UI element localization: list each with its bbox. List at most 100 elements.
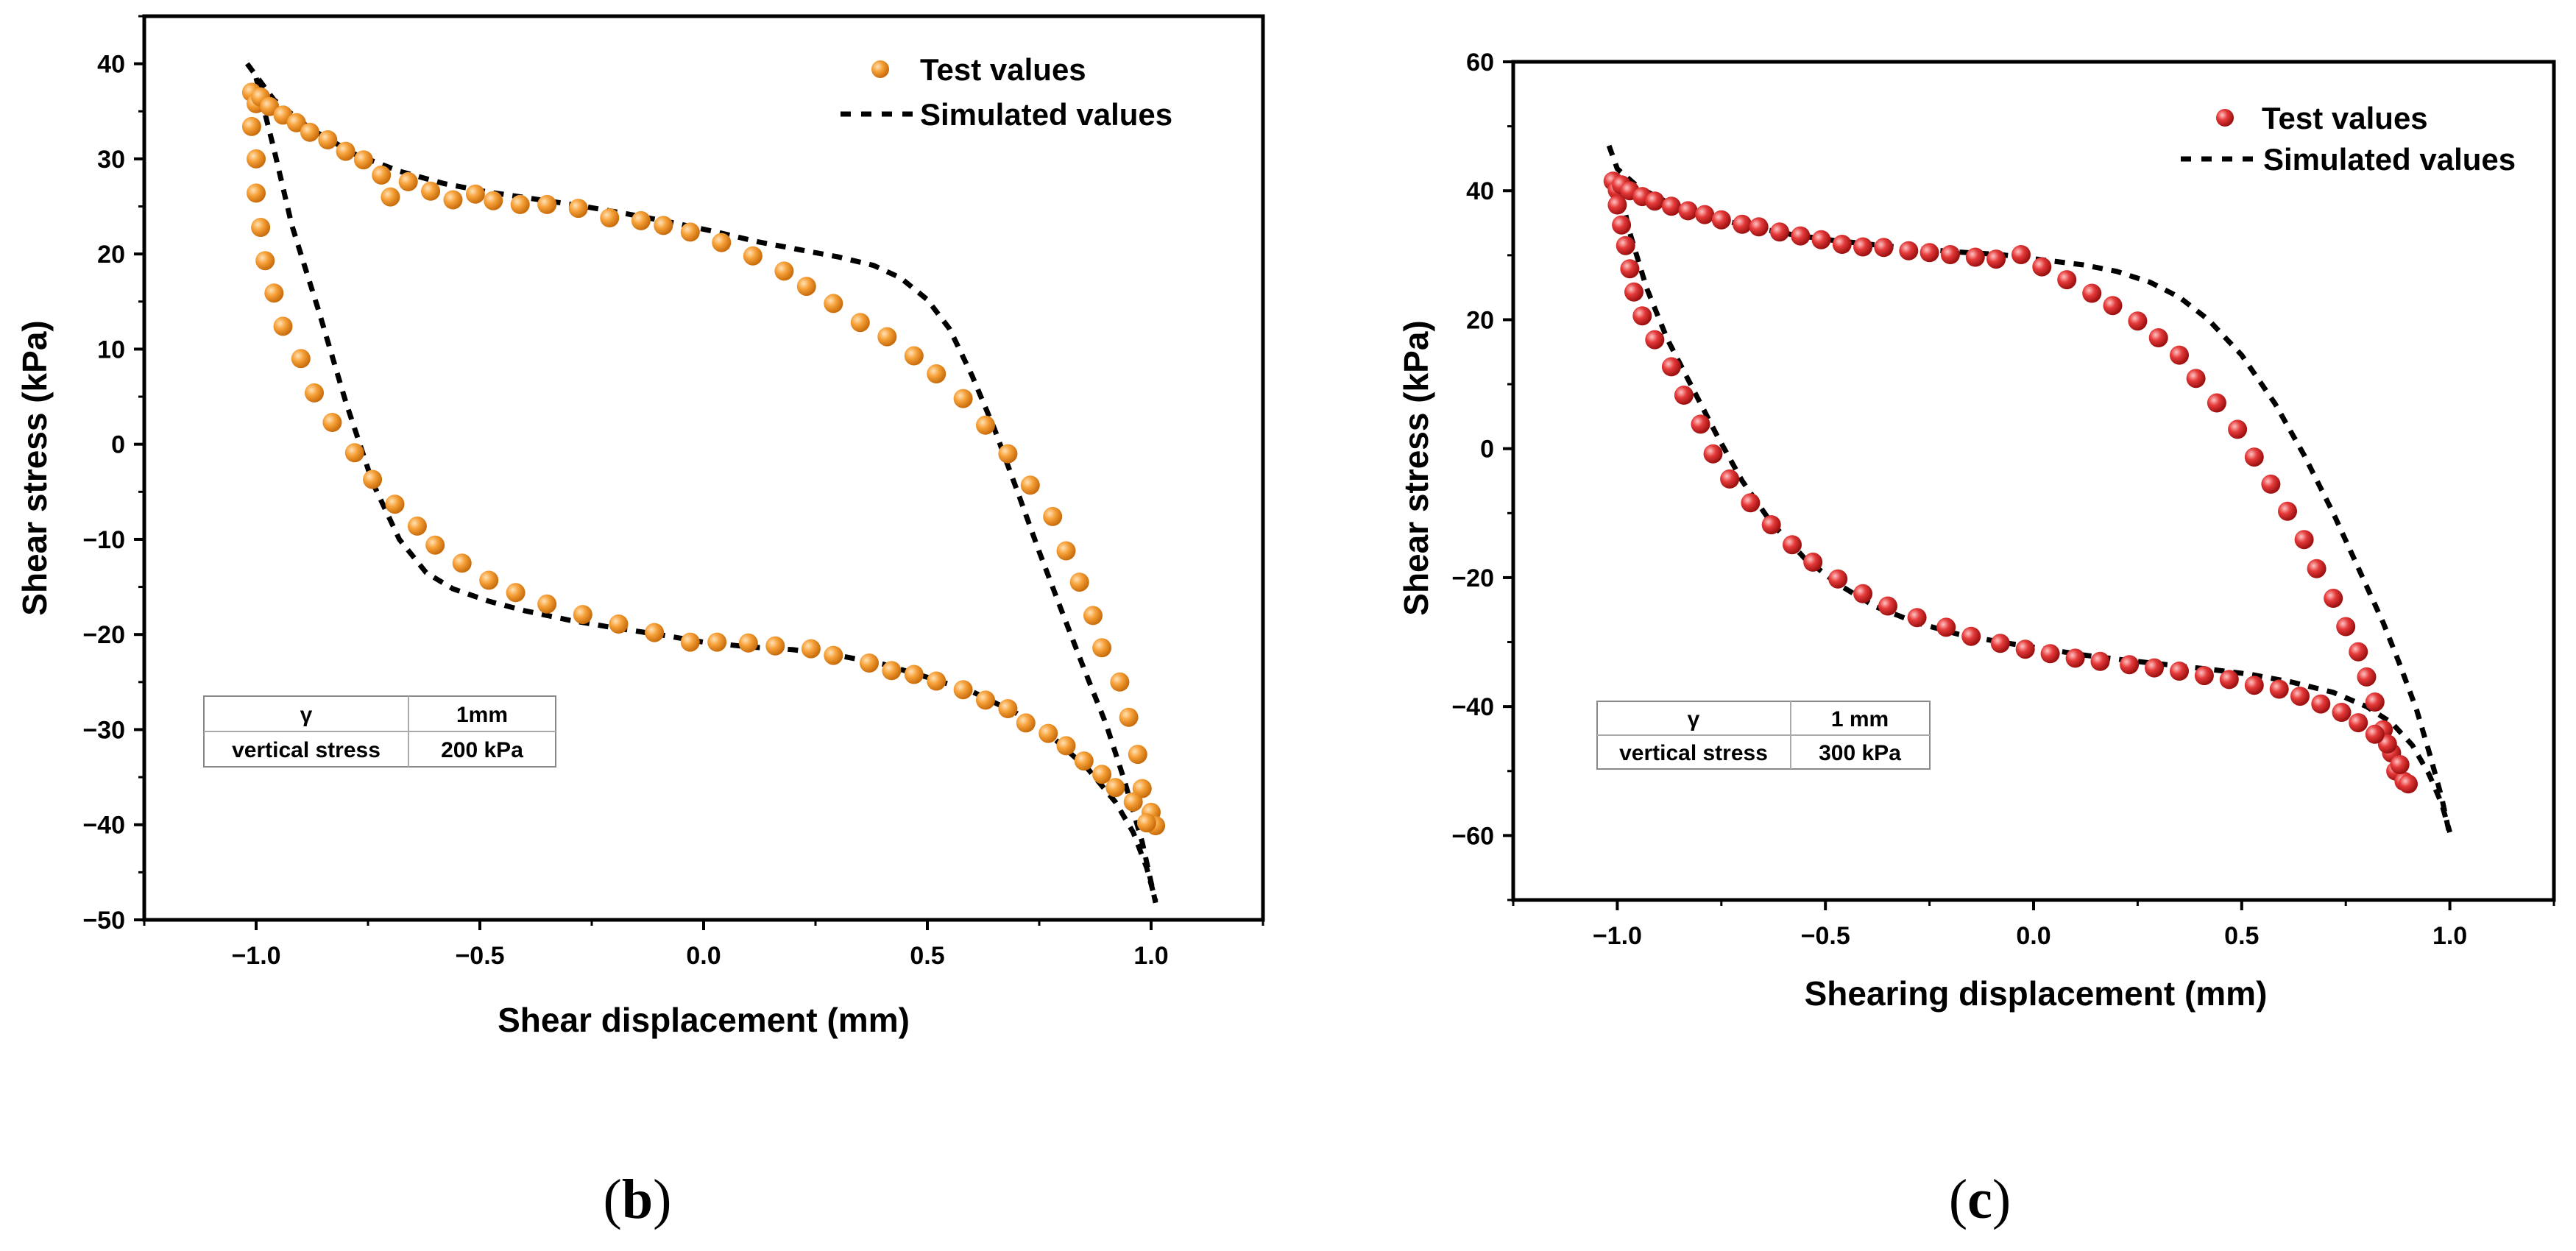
test-point-b — [1020, 475, 1040, 495]
legend-c: Test values Simulated values — [2181, 101, 2516, 177]
test-point-b — [707, 632, 727, 652]
test-point-b — [241, 116, 261, 136]
table-cell-gamma-c: γ — [1688, 707, 1700, 731]
test-point-b — [680, 222, 700, 242]
test-point-b — [976, 415, 995, 435]
test-point-c — [1645, 191, 1665, 211]
test-point-c — [1878, 596, 1897, 616]
y-tick-label-c-6: 60 — [1466, 49, 1494, 77]
test-point-c — [1612, 215, 1632, 235]
test-point-c — [2365, 724, 2385, 744]
y-axis-title-b: Shear stress (kPa) — [15, 320, 54, 615]
test-point-b — [765, 636, 785, 656]
test-point-c — [2269, 679, 2289, 699]
test-point-c — [2082, 283, 2102, 303]
y-tick-label-b-7: 20 — [97, 241, 125, 269]
y-tick-label-b-1: −40 — [82, 812, 125, 840]
test-point-c — [2311, 694, 2331, 714]
test-point-c — [2294, 530, 2314, 550]
y-tick-label-b-3: −20 — [82, 621, 125, 649]
test-point-c — [2219, 670, 2239, 690]
test-point-c — [2228, 419, 2248, 439]
y-tick-label-b-6: 10 — [97, 336, 125, 364]
test-point-b — [1105, 778, 1125, 798]
test-point-b — [1083, 606, 1103, 626]
test-point-b — [600, 208, 620, 227]
test-point-c — [1990, 634, 2010, 653]
test-point-c — [1632, 306, 1652, 326]
test-point-b — [286, 113, 306, 132]
test-point-b — [344, 443, 364, 463]
test-point-b — [300, 122, 319, 142]
test-point-c — [1741, 493, 1761, 513]
test-point-c — [2120, 655, 2140, 675]
y-tick-label-b-4: −10 — [82, 526, 125, 554]
x-tick-label-c-3: 0.5 — [2224, 922, 2259, 950]
test-point-b — [882, 661, 902, 681]
test-point-b — [353, 150, 373, 170]
test-point-b — [425, 535, 445, 555]
x-tick-label-b-1: −0.5 — [455, 942, 504, 970]
test-point-c — [2194, 666, 2214, 686]
test-point-b — [251, 218, 271, 237]
test-point-b — [264, 283, 284, 303]
x-tick-label-c-2: 0.0 — [2016, 922, 2050, 950]
test-point-b — [510, 194, 530, 214]
ticks-b: −1.0 −0.5 0.0 0.5 1.0 −50 −40 −30 −20 −10 0 10 20 30 4… — [82, 15, 1264, 970]
test-point-b — [322, 413, 342, 432]
test-point-c — [2186, 369, 2206, 389]
test-point-b — [824, 294, 843, 313]
test-point-c — [1645, 330, 1665, 350]
test-point-b — [318, 130, 338, 149]
test-point-c — [1749, 217, 1769, 237]
y-tick-label-c-1: −40 — [1451, 693, 1494, 721]
test-point-b — [1069, 573, 1089, 592]
x-axis-title-c: Shearing displacement (mm) — [1805, 974, 2268, 1013]
test-point-c — [1624, 282, 1643, 302]
y-tick-label-b-5: 0 — [111, 431, 125, 459]
test-point-c — [2390, 755, 2410, 774]
test-point-b — [850, 313, 870, 333]
test-point-c — [1791, 226, 1811, 246]
test-point-b — [398, 171, 418, 191]
test-point-c — [2244, 676, 2264, 695]
test-point-b — [1016, 713, 1036, 733]
chart-b: −1.0 −0.5 0.0 0.5 1.0 −50 −40 −30 −20 −10 0 10 20 30 4… — [15, 14, 1265, 1039]
test-point-b — [247, 183, 266, 203]
test-point-b — [506, 583, 526, 603]
test-point-c — [1733, 214, 1752, 234]
y-tick-label-c-5: 40 — [1466, 177, 1494, 205]
test-point-c — [1853, 584, 1873, 603]
test-point-b — [363, 469, 383, 489]
ticks-c: −1.0 −0.5 0.0 0.5 1.0 −60 −40 −20 0 20 40 60 — [1451, 49, 2555, 950]
test-point-c — [1695, 205, 1715, 224]
test-point-b — [860, 653, 879, 673]
markers-b — [241, 82, 1166, 835]
test-point-c — [2349, 642, 2368, 662]
test-point-c — [1761, 515, 1781, 535]
test-point-c — [1620, 259, 1640, 279]
test-point-b — [537, 194, 557, 214]
test-point-c — [1783, 535, 1802, 555]
test-point-c — [1986, 249, 2006, 269]
test-point-c — [2170, 662, 2189, 681]
test-point-c — [2349, 713, 2368, 733]
y-tick-label-b-2: −30 — [82, 716, 125, 744]
test-point-b — [953, 680, 973, 700]
legend-marker-test-b — [871, 60, 889, 78]
table-cell-stress-value-c: 300 kPa — [1819, 741, 1901, 765]
test-point-c — [1919, 243, 1939, 263]
test-point-b — [1074, 751, 1094, 771]
test-point-b — [645, 623, 665, 642]
y-tick-label-c-3: 0 — [1480, 436, 1494, 464]
test-point-b — [1092, 638, 1112, 658]
test-point-b — [1038, 723, 1058, 743]
test-point-c — [2128, 311, 2148, 331]
test-point-c — [2307, 559, 2326, 578]
test-point-c — [2103, 296, 2123, 316]
test-point-b — [1136, 813, 1156, 833]
test-point-c — [2145, 658, 2164, 678]
x-tick-label-b-3: 0.5 — [910, 942, 944, 970]
legend-b: Test values Simulated values — [841, 52, 1172, 132]
